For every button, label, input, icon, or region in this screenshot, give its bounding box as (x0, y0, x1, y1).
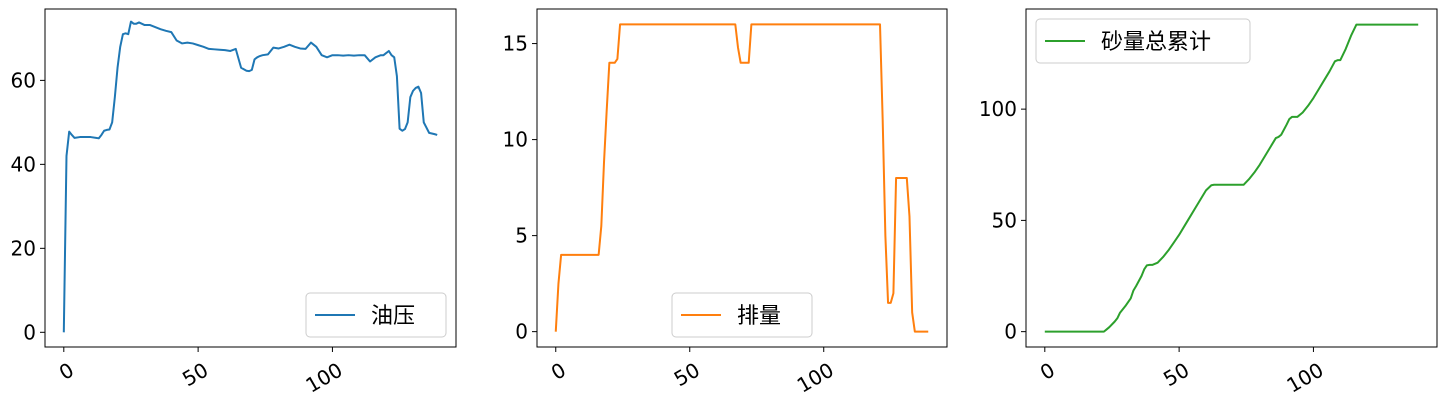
series-line-1 (554, 23, 929, 333)
legend-box (305, 292, 447, 338)
y-tick-label: 20 (11, 236, 36, 260)
y-tick-label: 50 (992, 208, 1017, 232)
series-line-1 (62, 20, 438, 333)
y-tick-label: 5 (515, 224, 528, 248)
subplot-3: 0 50 100 0 50 100 砂量总累计 (979, 8, 1438, 398)
x-tick-label: 100 (301, 358, 346, 398)
y-tick-label: 40 (11, 152, 36, 176)
x-tick-label: 100 (1282, 358, 1327, 398)
legend: 油压 (305, 292, 447, 338)
x-tick-label: 50 (1159, 358, 1193, 392)
x-tick-label: 50 (670, 358, 704, 392)
y-tick-label: 0 (23, 320, 36, 344)
x-tick-label: 0 (55, 358, 78, 385)
x-tick-label: 100 (793, 358, 838, 398)
x-tick-label: 0 (1036, 358, 1059, 385)
y-tick-label: 10 (503, 128, 528, 152)
y-tick-label: 0 (1004, 320, 1017, 344)
series-line-1 (1044, 23, 1419, 333)
axes-frame (536, 8, 948, 348)
legend: 砂量总累计 (1035, 18, 1251, 64)
legend: 排量 (671, 292, 813, 338)
legend-label: 油压 (371, 304, 415, 329)
x-tick-label: 50 (178, 358, 212, 392)
y-tick-label: 60 (11, 68, 36, 92)
legend-label: 排量 (737, 304, 781, 329)
legend-box (1035, 18, 1251, 64)
y-tick-label: 100 (979, 97, 1017, 121)
legend-label: 砂量总累计 (1101, 30, 1211, 55)
legend-box (671, 292, 813, 338)
axes-frame (1025, 8, 1438, 348)
axes-frame (44, 8, 457, 348)
x-tick-label: 0 (547, 358, 570, 385)
y-tick-label: 15 (503, 32, 528, 56)
subplot-1: 0 20 40 60 0 50 100 油压 (11, 8, 457, 398)
y-tick-label: 0 (515, 320, 528, 344)
subplot-2: 0 5 10 15 0 50 100 排量 (503, 8, 948, 398)
